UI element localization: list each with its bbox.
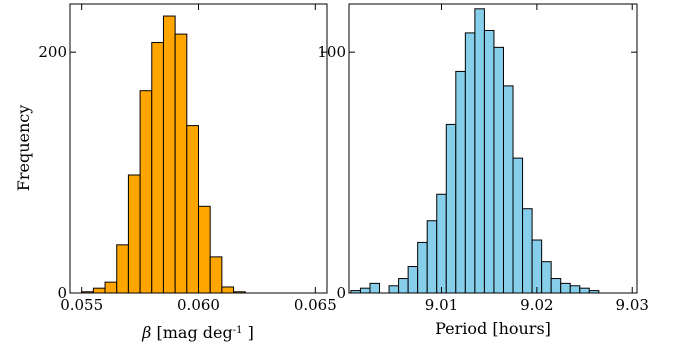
beta-bar-11 [209,256,223,294]
beta-bar-10 [198,205,211,294]
period-bar-9 [436,193,447,294]
beta-ytick-label: 0 [57,284,67,302]
period-bar-21 [550,278,562,294]
period-bar-20 [541,261,552,294]
beta-x-axis-label: β [mag deg-1 ] [141,323,254,342]
period-bar-22 [560,282,571,294]
period-bar-18 [522,208,533,294]
beta-bar-8 [174,33,188,294]
period-bar-8 [426,220,438,294]
period-x-axis-label: Period [hours] [435,319,551,338]
period-bar-24 [579,287,590,294]
period-histogram-bars [350,8,600,294]
period-axis-ticks: 9.01 9.02 9.03 0 100 [317,4,649,314]
beta-bar-2 [104,281,118,294]
beta-unit-text: [mag deg [151,323,232,342]
beta-xtick-label: 0.055 [60,296,103,314]
period-bar-19 [531,239,543,294]
period-bar-15 [493,46,504,294]
period-bar-7 [417,241,428,294]
beta-bar-7 [162,15,176,294]
period-histogram-panel: 9.01 9.02 9.03 0 100 Period [hours] [317,3,649,338]
period-ytick-label: 0 [336,284,346,302]
beta-bar-9 [186,125,199,294]
beta-histogram-bars [81,15,246,294]
period-bar-13 [474,8,485,294]
beta-xtick-label: 0.065 [294,296,337,314]
period-bar-11 [455,70,466,294]
beta-symbol: β [141,323,151,342]
period-bar-1 [359,287,371,294]
beta-bar-1 [92,287,106,294]
beta-y-axis-label: Frequency [14,105,33,192]
beta-ytick-label: 200 [38,43,67,61]
period-bar-2 [369,282,381,294]
beta-bar-3 [116,244,129,294]
period-bar-23 [569,285,581,294]
period-bar-17 [512,157,524,294]
beta-bar-5 [139,90,153,294]
beta-histogram-panel: 0.055 0.060 0.065 0 200 Frequency β [mag deg… [14,3,337,342]
beta-axis-ticks: 0.055 0.060 0.065 0 200 [38,4,337,314]
period-xtick-label: 9.01 [425,296,458,314]
beta-bar-6 [151,42,164,294]
period-ytick-label: 100 [317,43,346,61]
period-bar-10 [445,123,457,294]
beta-unit-superscript: -1 [233,325,243,336]
beta-xtick-label: 0.060 [177,296,220,314]
period-xtick-label: 9.03 [616,296,649,314]
period-axes-frame [348,3,638,294]
beta-bar-12 [221,286,235,294]
period-bar-12 [464,32,476,294]
period-bar-16 [502,85,514,294]
period-bar-6 [407,266,419,294]
period-bar-4 [388,285,400,294]
period-bar-5 [398,278,409,294]
period-bar-14 [483,29,495,294]
beta-bar-4 [127,174,141,294]
beta-unit-close: ] [243,323,254,342]
period-xtick-label: 9.02 [520,296,553,314]
